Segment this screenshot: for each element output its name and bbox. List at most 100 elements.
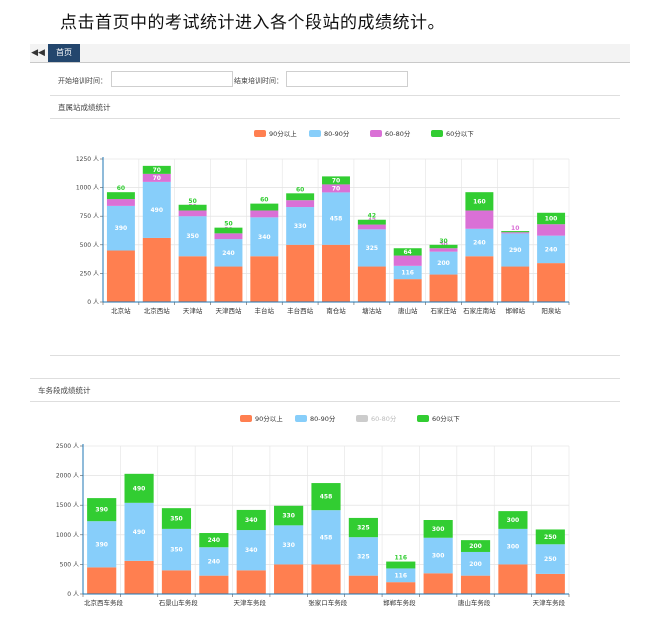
data-label: 390 — [115, 225, 128, 232]
legend-swatch — [417, 415, 429, 422]
data-label: 325 — [357, 553, 370, 560]
bar-segment — [311, 564, 341, 594]
bar-segment — [161, 570, 192, 594]
data-label: 160 — [473, 198, 486, 205]
bar-segment — [501, 233, 530, 267]
bar-segment — [537, 224, 566, 236]
bar-segment — [460, 551, 491, 576]
data-label: 240 — [208, 558, 221, 565]
data-label: 100 — [545, 215, 558, 222]
bar-segment — [87, 521, 117, 568]
y-tick-label: 750 人 — [80, 213, 99, 220]
bar-segment — [142, 173, 171, 182]
bar-segment — [460, 540, 491, 552]
bar-segment — [236, 570, 266, 594]
bar-segment — [236, 530, 266, 571]
bar-segment — [106, 192, 135, 200]
y-tick-label: 0 人 — [67, 591, 79, 598]
data-label: 325 — [357, 525, 370, 532]
bar-segment — [322, 192, 350, 245]
bar-segment — [357, 219, 386, 225]
y-tick-label: 2500 人 — [56, 443, 79, 450]
x-tick-label: 南仓站 — [326, 306, 346, 315]
depot-score-chart: 90分以上 80-90分 60-80分 60分以下 0 人 500 人 1000 人 1500… — [56, 414, 570, 607]
data-label: 490 — [151, 207, 164, 214]
bar-segment — [214, 227, 243, 234]
data-label: 350 — [170, 516, 183, 523]
data-label: 10 — [511, 225, 519, 232]
data-label: 290 — [509, 247, 522, 254]
start-date-input[interactable] — [111, 71, 233, 87]
legend-label: 90分以上 — [269, 129, 297, 138]
bar-segment — [286, 200, 315, 208]
station-score-chart: 90分以上 80-90分 60-80分 60分以下 0 人 250 人 500 人 750 人… — [76, 129, 570, 315]
page-heading: 点击首页中的考试统计进入各个段站的成绩统计。 — [60, 13, 445, 33]
x-tick-label: 阳泉站 — [541, 306, 561, 315]
legend-swatch — [356, 415, 368, 422]
data-label: 50 — [224, 221, 232, 228]
data-label: 116 — [395, 555, 408, 562]
bar-segment — [124, 473, 154, 503]
data-label: 200 — [469, 543, 482, 550]
legend-swatch — [431, 130, 443, 137]
legend-label: 80-90分 — [324, 129, 350, 138]
data-label: 30 — [439, 238, 447, 245]
data-label: 60 — [296, 186, 304, 193]
tab-home[interactable]: 首页 — [48, 44, 80, 62]
legend-label: 90分以上 — [255, 414, 283, 423]
bar-segment — [393, 248, 422, 256]
data-label: 50 — [188, 198, 196, 205]
bar-segment — [498, 511, 528, 529]
bar-segment — [429, 274, 458, 302]
bar-segment — [214, 239, 243, 267]
bar-segment — [537, 235, 566, 264]
bar-segment — [286, 207, 315, 245]
bar-segment — [161, 508, 192, 529]
data-label: 60 — [117, 185, 125, 192]
data-label: 340 — [245, 517, 258, 524]
data-label: 116 — [395, 572, 408, 579]
tab-back-icon[interactable]: ◀◀ — [31, 48, 45, 58]
data-label: 42 — [368, 213, 376, 220]
data-label: 330 — [282, 513, 295, 520]
divider — [50, 355, 620, 356]
legend-swatch — [295, 415, 307, 422]
bar-segment — [142, 237, 171, 302]
bar-segment — [286, 193, 315, 201]
y-tick-label: 500 人 — [60, 561, 79, 568]
bar-segment — [423, 537, 453, 574]
bar-segment — [274, 525, 304, 565]
y-tick-label: 0 人 — [87, 299, 99, 306]
x-tick-label: 天津车务段 — [234, 598, 267, 607]
legend-label: 60分以下 — [446, 129, 474, 138]
bar-segment — [465, 192, 494, 211]
bar-segment — [178, 216, 207, 257]
bar-segment — [429, 248, 458, 252]
bar-segment — [357, 224, 386, 230]
bar-segment — [535, 529, 565, 545]
data-label: 390 — [95, 541, 108, 548]
bar-segment — [286, 244, 315, 302]
data-label: 250 — [544, 534, 557, 541]
y-tick-label: 1500 人 — [56, 502, 79, 509]
data-label: 300 — [507, 544, 520, 551]
data-label: 200 — [469, 561, 482, 568]
bar-segment — [161, 528, 192, 571]
data-label: 240 — [473, 240, 486, 247]
bar-segment — [142, 181, 171, 238]
x-tick-label: 石景山车务段 — [159, 598, 199, 607]
data-label: 250 — [544, 556, 557, 563]
y-tick-label: 500 人 — [80, 242, 99, 249]
end-date-input[interactable] — [286, 71, 408, 87]
bar-segment — [348, 537, 378, 576]
bar-segment — [250, 256, 279, 302]
data-label: 458 — [330, 216, 343, 223]
bar-segment — [106, 250, 135, 302]
bar-segment — [429, 244, 458, 249]
x-tick-label: 石家庄站 — [431, 306, 458, 315]
data-label: 458 — [320, 534, 333, 541]
data-label: 70 — [332, 185, 340, 192]
x-tick-label: 石家庄南站 — [463, 306, 496, 315]
legend-label: 60-80分 — [385, 129, 411, 138]
data-label: 240 — [545, 246, 558, 253]
